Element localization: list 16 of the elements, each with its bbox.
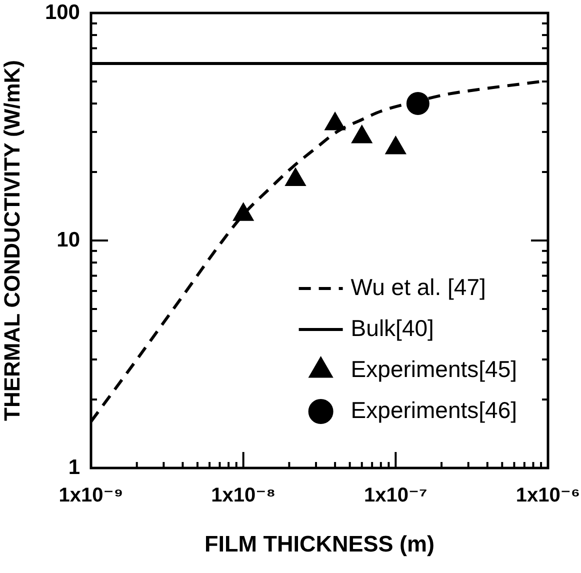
point: [285, 168, 306, 186]
x-axis-title: FILM THICKNESS (m): [204, 532, 434, 557]
point: [385, 136, 406, 154]
x-tick-label: 1x10⁻⁹: [58, 484, 124, 507]
y-tick-label: 100: [44, 0, 80, 24]
x-tick-label: 1x10⁻⁶: [516, 484, 580, 507]
legend-label: Experiments[46]: [350, 396, 518, 423]
x-tick-label: 1x10⁻⁸: [211, 484, 276, 507]
y-axis-title: THERMAL CONDUCTIVITY (W/mK): [0, 60, 24, 421]
y-tick-label: 10: [56, 228, 80, 252]
legend-label: Experiments[45]: [350, 356, 518, 382]
y-tick-label: 1: [68, 456, 80, 479]
legend-label: Wu et al. [47]: [350, 274, 486, 300]
x-tick-label: 1x10⁻⁷: [364, 484, 428, 507]
legend-label: Bulk[40]: [350, 314, 434, 341]
point: [351, 125, 372, 144]
